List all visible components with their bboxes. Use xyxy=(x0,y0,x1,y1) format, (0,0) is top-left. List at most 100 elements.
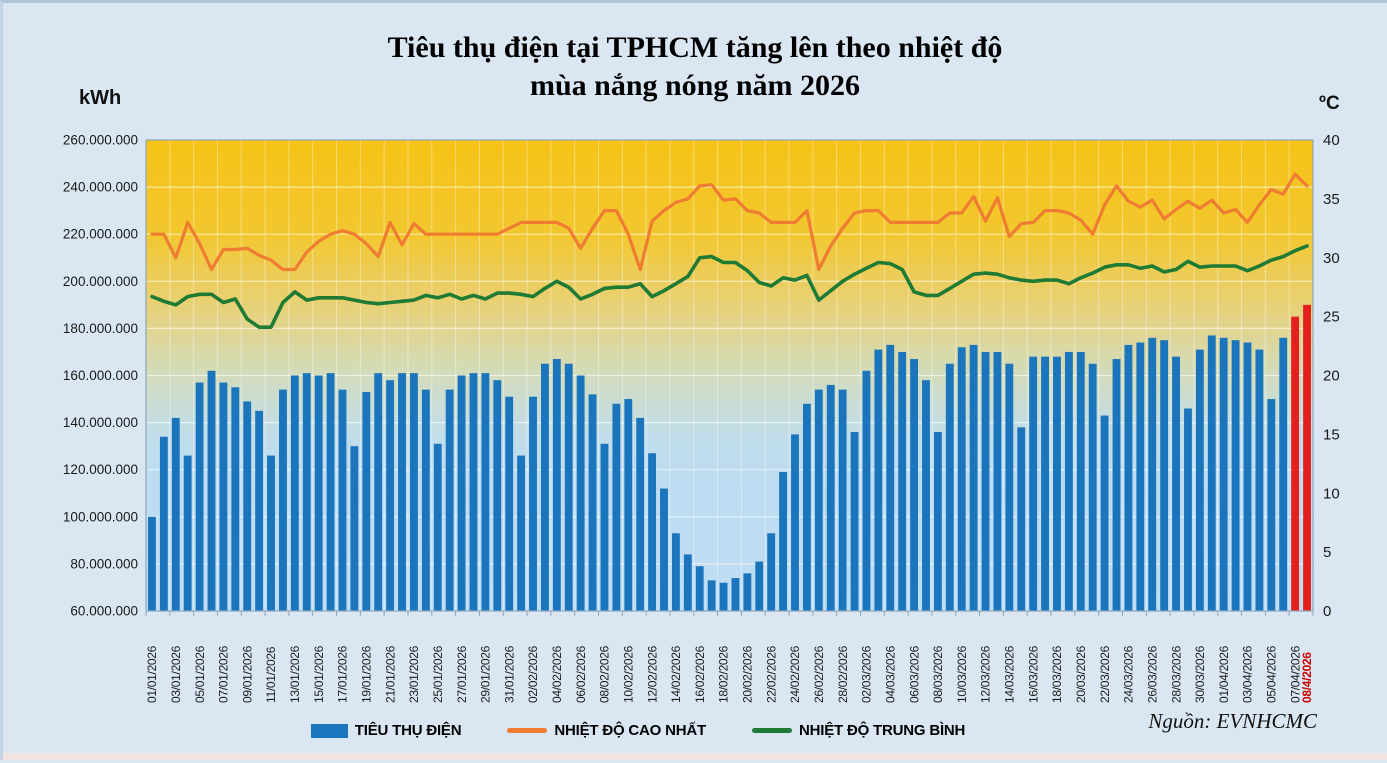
avg-temp-line xyxy=(150,244,1309,330)
x-axis-date-label: 17/01/2026 xyxy=(336,645,350,703)
consumption-bar xyxy=(1160,340,1169,611)
right-axis-unit-label: ºC xyxy=(1319,93,1340,114)
consumption-bar xyxy=(862,370,871,611)
consumption-bar xyxy=(1136,342,1145,611)
source-credit: Nguồn: EVNHCMC xyxy=(1148,709,1317,733)
consumption-bar xyxy=(195,382,204,611)
consumption-bar xyxy=(969,344,978,611)
x-axis-date-label: 16/03/2026 xyxy=(1026,645,1040,703)
consumption-bar xyxy=(898,351,907,611)
x-axis-date-label: 14/02/2026 xyxy=(669,645,683,703)
x-axis-date-label: 03/01/2026 xyxy=(169,645,183,703)
consumption-bar xyxy=(302,373,311,611)
consumption-bar xyxy=(612,403,621,611)
legend-label-avg-temp: NHIỆT ĐỘ TRUNG BÌNH xyxy=(798,722,966,739)
consumption-bar xyxy=(350,446,359,611)
consumption-bar xyxy=(1255,349,1264,611)
chart-title: Tiêu thụ điện tại TPHCM tăng lên theo nh… xyxy=(3,29,1387,105)
x-axis-date-label: 02/02/2026 xyxy=(526,645,540,703)
x-axis-date-label: 08/02/2026 xyxy=(598,645,612,703)
consumption-bar xyxy=(636,417,645,611)
x-axis-date-label-highlighted: 08/4/2026 xyxy=(1300,652,1314,703)
consumption-bar xyxy=(433,443,442,611)
left-axis-tick-label: 160.000.000 xyxy=(63,368,138,383)
left-axis-tick-label: 260.000.000 xyxy=(63,133,138,148)
consumption-bar xyxy=(660,488,668,611)
consumption-bar xyxy=(469,373,478,611)
consumption-bar xyxy=(445,389,454,611)
bottom-window-strip xyxy=(3,753,1387,760)
consumption-bar xyxy=(957,347,966,611)
consumption-bar xyxy=(421,389,430,611)
combo-chart-canvas: 60.000.000 80.000.000 100.000.000 120.000.0… xyxy=(63,132,1340,703)
x-axis-date-label: 22/03/2026 xyxy=(1098,645,1112,703)
consumption-bar xyxy=(290,375,299,611)
x-axis-date-label: 04/02/2026 xyxy=(550,645,564,703)
consumption-bar xyxy=(1064,351,1073,611)
consumption-bar xyxy=(159,436,168,611)
consumption-bar xyxy=(731,578,740,611)
left-axis-tick-labels: 60.000.000 80.000.000 100.000.000 120.000.0… xyxy=(63,133,138,619)
right-axis-tick-label: 0 xyxy=(1323,603,1331,620)
consumption-bar xyxy=(922,380,930,611)
legend-label-max-temp: NHIỆT ĐỘ CAO NHẤT xyxy=(554,722,706,739)
consumption-bar xyxy=(219,382,228,611)
x-axis-date-label: 06/02/2026 xyxy=(574,645,588,703)
legend-swatch-consumption xyxy=(310,723,348,738)
chart-title-line1: Tiêu thụ điện tại TPHCM tăng lên theo nh… xyxy=(387,31,1003,64)
x-axis-date-label: 06/03/2026 xyxy=(907,645,921,703)
consumption-bar xyxy=(326,373,335,611)
legend-label-consumption: TIÊU THỤ ĐIỆN xyxy=(354,722,462,739)
consumption-bar xyxy=(552,359,561,611)
x-axis-date-label: 26/03/2026 xyxy=(1145,645,1159,703)
consumption-bar xyxy=(1041,356,1049,611)
x-axis-date-label: 15/01/2026 xyxy=(312,645,326,703)
x-axis-ticks xyxy=(145,611,1314,616)
consumption-bar xyxy=(505,396,514,611)
left-axis-tick-label: 180.000.000 xyxy=(63,321,138,336)
x-axis-date-label: 05/01/2026 xyxy=(193,645,207,703)
x-axis-date-label: 18/03/2026 xyxy=(1050,645,1064,703)
consumption-bar xyxy=(874,349,883,611)
consumption-bar xyxy=(910,359,919,611)
consumption-bar xyxy=(564,363,573,611)
consumption-bar xyxy=(374,373,383,611)
consumption-bar xyxy=(410,373,418,611)
x-axis-date-label: 10/03/2026 xyxy=(955,645,969,703)
consumption-bar xyxy=(1219,337,1228,611)
plot-border xyxy=(145,139,1314,612)
x-axis-date-label: 28/02/2026 xyxy=(836,645,850,703)
left-axis-tick-label: 80.000.000 xyxy=(70,556,138,571)
x-axis-date-label: 19/01/2026 xyxy=(360,645,374,703)
consumption-bar xyxy=(314,375,323,611)
left-axis-unit-label: kWh xyxy=(79,87,122,109)
legend-swatch-avg-temp xyxy=(751,728,792,733)
right-axis-tick-labels: 0 5 10 15 20 25 30 35 40 xyxy=(1323,132,1340,620)
consumption-bar xyxy=(993,351,1002,611)
consumption-bar xyxy=(171,417,180,611)
consumption-bar xyxy=(719,582,728,611)
x-axis-date-label: 08/03/2026 xyxy=(931,645,945,703)
consumption-bar xyxy=(517,455,526,611)
consumption-bar xyxy=(1184,408,1192,611)
x-axis-date-label: 23/01/2026 xyxy=(407,645,421,703)
x-axis-date-label: 07/01/2026 xyxy=(217,645,231,703)
consumption-bar xyxy=(1029,356,1038,611)
left-axis-tick-label: 140.000.000 xyxy=(63,415,138,430)
consumption-bar xyxy=(1279,337,1288,611)
consumption-bar xyxy=(1231,340,1240,611)
consumption-bar xyxy=(683,554,692,611)
x-axis-date-label: 20/02/2026 xyxy=(741,645,755,703)
x-axis-date-label: 09/01/2026 xyxy=(240,645,254,703)
consumption-bar xyxy=(779,472,788,611)
consumption-bar xyxy=(576,375,585,611)
consumption-bar xyxy=(481,373,490,611)
consumption-bar xyxy=(767,533,776,611)
consumption-bar xyxy=(1243,342,1252,611)
x-axis-date-label: 31/01/2026 xyxy=(502,645,516,703)
consumption-bar xyxy=(207,370,216,611)
x-axis-date-label: 22/02/2026 xyxy=(764,645,778,703)
consumption-bar xyxy=(886,344,895,611)
right-axis-tick-label: 10 xyxy=(1323,485,1340,502)
consumption-bar xyxy=(267,455,275,611)
